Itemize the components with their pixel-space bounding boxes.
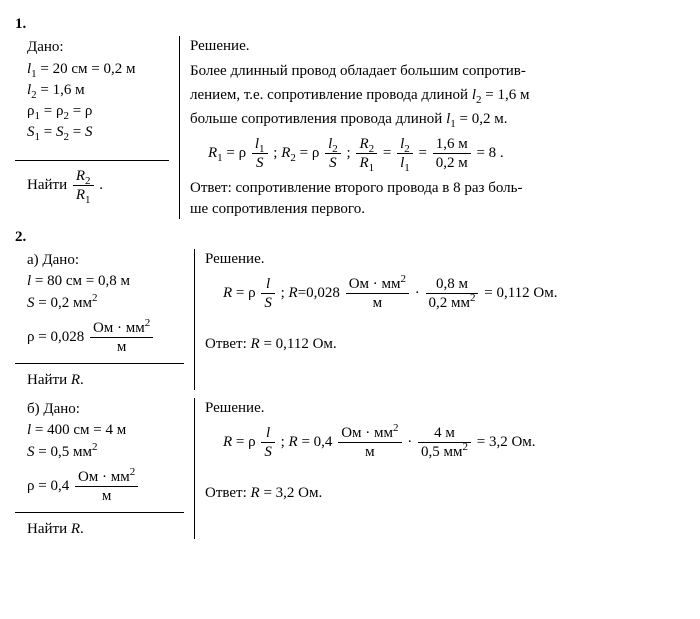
p1-given-l2: l2 = 1,6 м [15,80,169,100]
p1-answer-line2: ше сопротивления первого. [190,199,685,219]
problem-2a: а) Дано: l = 80 см = 0,8 м S = 0,2 мм2 ρ… [15,249,685,390]
p1-sol-line2: лением, т.е. сопротивление провода длино… [190,85,685,105]
p2b-find: Найти R. [15,517,184,539]
p2b-given-S: S = 0,5 мм2 [15,442,184,462]
p2a-given-column: а) Дано: l = 80 см = 0,8 м S = 0,2 мм2 ρ… [15,249,195,390]
p2a-equation: R = ρ lS ; R=0,028 Ом · мм2м · 0,8 м0,2 … [205,275,685,312]
problem-2b: б) Дано: l = 400 см = 4 м S = 0,5 мм2 ρ … [15,398,685,539]
problem-2-number: 2. [15,227,685,247]
p1-sol-line1: Более длинный провод обладает большим со… [190,61,685,81]
p1-sol-line3: больше сопротивления провода длиной l1 =… [190,109,685,129]
p1-given-l1: l1 = 20 см = 0,2 м [15,59,169,79]
p1-sol-label: Решение. [190,36,685,56]
p2b-solution-column: Решение. R = ρ lS ; R = 0,4 Ом · мм2м · … [195,398,685,539]
p2a-given-rho: ρ = 0,028 Ом · мм2м [15,319,184,356]
problem-1: Дано: l1 = 20 см = 0,2 м l2 = 1,6 м ρ1 =… [15,36,685,219]
problem-1-number: 1. [15,14,685,34]
p2b-given-label: б) Дано: [15,399,184,419]
p2a-given-label: а) Дано: [15,250,184,270]
p1-find-fraction: R2R1 [73,167,94,204]
p1-equation: R1 = ρ l1S ; R2 = ρ l2S ; R2R1 = l2l1 = … [190,135,685,172]
p2a-answer: Ответ: R = 0,112 Ом. [205,334,685,354]
p2b-given-column: б) Дано: l = 400 см = 4 м S = 0,5 мм2 ρ … [15,398,195,539]
p1-given-column: Дано: l1 = 20 см = 0,2 м l2 = 1,6 м ρ1 =… [15,36,180,219]
p2b-given-rho: ρ = 0,4 Ом · мм2м [15,468,184,505]
p2a-given-l: l = 80 см = 0,8 м [15,271,184,291]
p1-find: Найти R2R1 . [15,165,169,204]
p2a-find: Найти R. [15,368,184,390]
p1-given-S: S1 = S2 = S [15,122,169,142]
p1-given-label: Дано: [15,37,169,57]
p2a-sol-label: Решение. [205,249,685,269]
p2b-sol-label: Решение. [205,398,685,418]
p2b-given-l: l = 400 см = 4 м [15,420,184,440]
p2b-equation: R = ρ lS ; R = 0,4 Ом · мм2м · 4 м0,5 мм… [205,424,685,461]
p1-given-rho: ρ1 = ρ2 = ρ [15,101,169,121]
p2a-given-S: S = 0,2 мм2 [15,293,184,313]
p2a-solution-column: Решение. R = ρ lS ; R=0,028 Ом · мм2м · … [195,249,685,390]
p1-answer-line1: Ответ: сопротивление второго провода в 8… [190,178,685,198]
p1-solution-column: Решение. Более длинный провод обладает б… [180,36,685,219]
p2b-answer: Ответ: R = 3,2 Ом. [205,483,685,503]
